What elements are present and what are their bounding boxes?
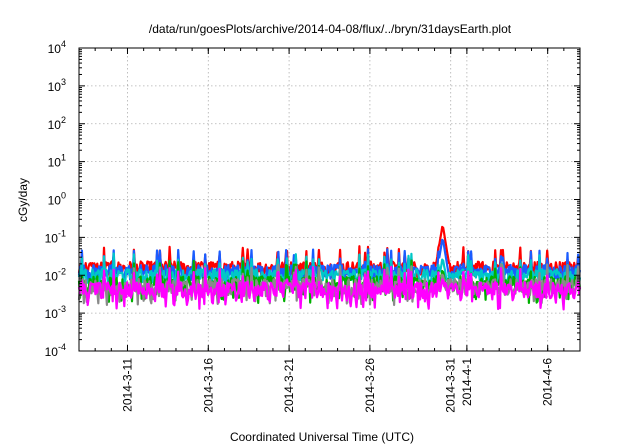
y-tick-label: 100: [48, 191, 66, 208]
y-tick-exponent: -2: [58, 266, 66, 276]
x-tick-label: 2014-3-16: [201, 358, 215, 413]
y-tick-label: 103: [48, 77, 66, 94]
y-tick-label: 102: [48, 115, 66, 132]
x-tick-label: 2014-3-21: [282, 358, 296, 413]
chart-title: /data/run/goesPlots/archive/2014-04-08/f…: [149, 22, 512, 36]
y-tick-exponent: 1: [61, 153, 66, 163]
y-tick-label: 10-4: [45, 342, 66, 359]
x-tick-label: 2014-3-31: [444, 358, 458, 413]
y-tick-exponent: 0: [61, 191, 66, 201]
y-tick-exponent: 2: [61, 115, 66, 125]
y-tick-exponent: 4: [61, 39, 66, 49]
y-tick-exponent: -1: [58, 228, 66, 238]
x-tick-label: 2014-3-11: [120, 358, 134, 412]
x-tick-label: 2014-4-1: [460, 358, 474, 406]
x-axis: 2014-3-11 2014-3-16 2014-3-21 2014-3-26 2014…: [78, 48, 581, 413]
y-tick-exponent: -3: [58, 304, 66, 314]
y-tick-label: 10-3: [45, 304, 66, 321]
y-tick-label: 104: [48, 39, 66, 56]
series-line: [77, 265, 582, 311]
x-tick-label: 2014-4-6: [541, 358, 555, 406]
grid: [79, 48, 580, 351]
y-tick-label: 10-1: [45, 228, 66, 245]
x-axis-label: Coordinated Universal Time (UTC): [230, 430, 414, 444]
y-tick-exponent: 3: [61, 77, 66, 87]
y-axis-label: cGy/day: [16, 178, 30, 222]
y-tick-exponent: -4: [58, 342, 66, 352]
y-tick-label: 10-2: [45, 266, 66, 283]
y-tick-label: 101: [48, 153, 66, 170]
series-layer: [77, 225, 582, 311]
x-tick-label: 2014-3-26: [363, 358, 377, 413]
plot-frame: [78, 47, 581, 352]
